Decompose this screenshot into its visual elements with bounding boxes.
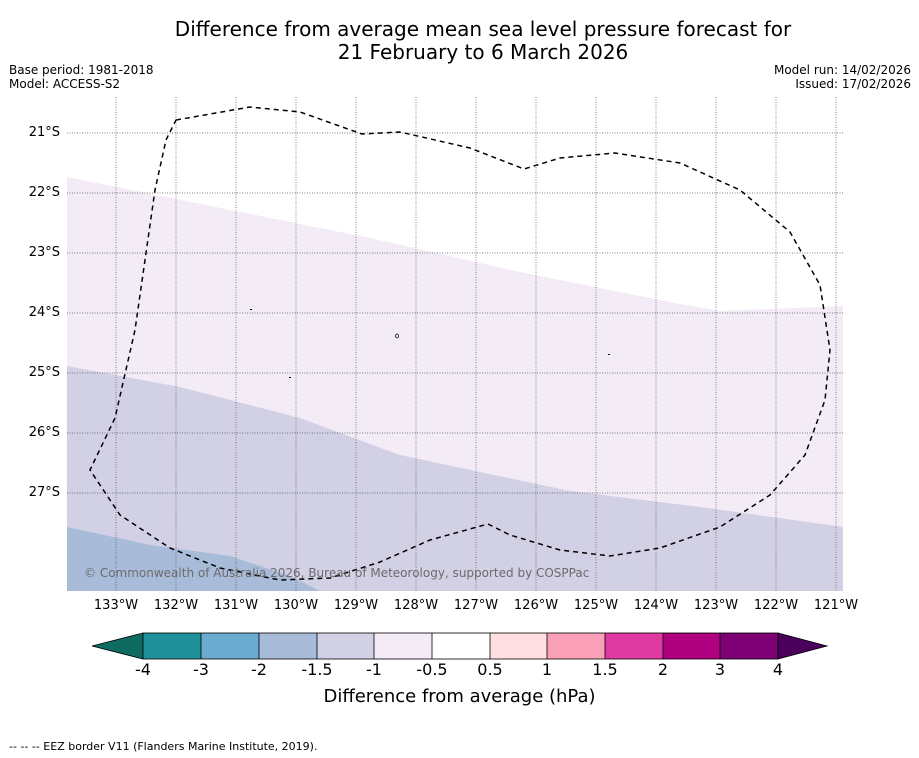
lon-label: 122°W [753, 598, 799, 613]
lon-label: 125°W [573, 598, 619, 613]
colorbar-tick: 4 [772, 660, 784, 679]
colorbar-tick: 3 [714, 660, 726, 679]
colorbar-swatch [143, 633, 201, 659]
model-run: Model run: 14/02/2026 [773, 63, 911, 77]
lat-label: 23°S [28, 245, 60, 260]
lat-label: 22°S [28, 185, 60, 200]
pressure-anomaly-field [67, 97, 843, 591]
lon-label: 131°W [213, 598, 259, 613]
colorbar-swatch [663, 633, 720, 659]
gridlines [67, 97, 843, 591]
colorbar-tick: -4 [135, 660, 151, 679]
lon-label: 130°W [273, 598, 319, 613]
colorbar-swatch [317, 633, 374, 659]
lon-label: 124°W [633, 598, 679, 613]
lon-label: 133°W [93, 598, 139, 613]
issued-date: Issued: 17/02/2026 [795, 77, 911, 91]
lon-label: 129°W [333, 598, 379, 613]
lat-label: 21°S [28, 125, 60, 140]
colorbar-tick: -1.5 [301, 660, 333, 679]
lon-label: 126°W [513, 598, 559, 613]
colorbar-tick: -2 [251, 660, 267, 679]
colorbar-extend-low [91, 632, 144, 660]
model-name: Model: ACCESS-S2 [9, 77, 121, 91]
colorbar-tick: 1 [541, 660, 553, 679]
island-markers [250, 309, 610, 378]
band-neg-1-to-neg-1-5 [67, 366, 843, 591]
colorbar-extend-high [777, 632, 829, 660]
lon-label: 127°W [453, 598, 499, 613]
colorbar-swatch [605, 633, 663, 659]
title-line-2: 21 February to 6 March 2026 [337, 40, 629, 64]
eez-legend-note: -- -- -- EEZ border V11 (Flanders Marine… [9, 740, 318, 753]
lon-label: 123°W [693, 598, 739, 613]
copyright-notice: © Commonwealth of Australia 2026, Bureau… [84, 566, 590, 580]
colorbar-tick: 2 [657, 660, 669, 679]
colorbar-swatch [259, 633, 317, 659]
lat-label: 24°S [28, 305, 60, 320]
meta-right: Model run: 14/02/2026 Issued: 17/02/2026 [774, 63, 911, 91]
colorbar-tick: 1.5 [592, 660, 618, 679]
lat-label: 27°S [28, 485, 60, 500]
colorbar-tick: 0.5 [477, 660, 503, 679]
lat-label: 25°S [28, 365, 60, 380]
eez-border [89, 106, 831, 581]
title-line-1: Difference from average mean sea level p… [174, 17, 792, 41]
colorbar-swatch [547, 633, 605, 659]
colorbar-swatch [490, 633, 547, 659]
colorbar-title: Difference from average (hPa) [323, 686, 596, 707]
meta-left: Base period: 1981-2018 Model: ACCESS-S2 [9, 63, 154, 91]
map-title: Difference from average mean sea level p… [0, 18, 919, 64]
lon-label: 132°W [153, 598, 199, 613]
colorbar [91, 632, 829, 660]
colorbar-swatch [720, 633, 778, 659]
colorbar-tick: -3 [193, 660, 209, 679]
colorbar-swatch [201, 633, 259, 659]
lon-label: 121°W [813, 598, 859, 613]
colorbar-swatch [432, 633, 490, 659]
colorbar-tick: -1 [366, 660, 382, 679]
colorbar-tick: -0.5 [416, 660, 448, 679]
colorbar-swatch [374, 633, 432, 659]
lat-label: 26°S [28, 425, 60, 440]
lon-label: 128°W [393, 598, 439, 613]
base-period: Base period: 1981-2018 [9, 63, 154, 77]
